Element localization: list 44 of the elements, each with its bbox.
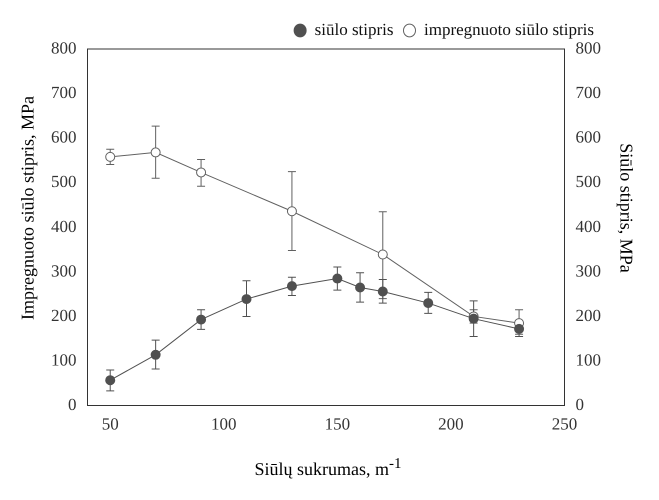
y-tick-label: 400 (51, 216, 76, 236)
y2-tick-label: 800 (576, 38, 601, 58)
x-tick-label: 100 (211, 414, 237, 434)
y-tick-label: 100 (51, 350, 76, 370)
y-tick-label: 0 (68, 395, 76, 414)
y2-tick-label: 0 (576, 395, 584, 414)
y-tick-label: 200 (51, 306, 76, 325)
point (105, 375, 116, 386)
x-tick-label: 250 (552, 414, 578, 434)
y-tick-label: 300 (51, 261, 76, 280)
y2-tick-label: 200 (576, 306, 601, 325)
y2-tick-label: 700 (576, 83, 601, 102)
x-tick-label: 150 (324, 414, 350, 434)
point (150, 147, 161, 158)
legend-label: impregnuoto siūlo stipris (424, 20, 594, 39)
point (378, 249, 388, 260)
point (242, 294, 252, 304)
point (105, 152, 116, 162)
y-tick-label: 600 (51, 128, 76, 147)
point (196, 167, 206, 178)
y2-tick-label: 500 (576, 172, 601, 192)
y-axis-title: Impregnuoto siūlo stipris, MPa (18, 96, 38, 320)
y2-tick-label: 400 (576, 216, 601, 236)
point (196, 314, 206, 325)
y-tick-label: 700 (51, 83, 76, 102)
point (286, 206, 297, 216)
point (355, 282, 366, 292)
y2-axis-title: Siūlo stipris, MPa (616, 143, 636, 273)
point (332, 274, 342, 284)
y2-tick-label: 300 (576, 261, 601, 280)
y-tick-label: 800 (51, 38, 76, 58)
x-tick-label: 50 (102, 414, 119, 434)
y2-tick-label: 100 (576, 350, 601, 370)
point (468, 314, 479, 324)
point (286, 281, 297, 292)
y2-tick-label: 600 (576, 128, 601, 147)
y-tick-label: 500 (51, 172, 76, 192)
point (423, 298, 434, 308)
x-tick-label: 200 (438, 414, 464, 434)
x-axis-title: Siūlų sukrumas, m$^{-1}$ (254, 456, 402, 480)
point (150, 350, 161, 360)
point (514, 324, 524, 334)
legend-label: siūlo stipris (314, 20, 394, 39)
point (378, 286, 388, 296)
